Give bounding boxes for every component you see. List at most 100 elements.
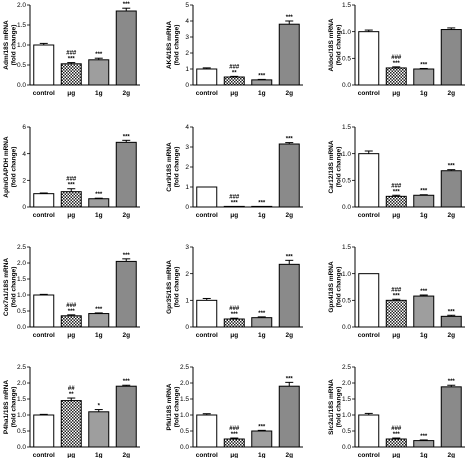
- bar-ug: [60, 315, 82, 328]
- significance-label: ***: [286, 15, 294, 21]
- y-tick-label: 1.5: [17, 276, 26, 283]
- x-tick-label: μg: [67, 212, 75, 219]
- y-tick-label: 2: [22, 178, 26, 185]
- x-tick-label: control: [358, 332, 380, 339]
- y-tick-label: 2.0: [17, 380, 26, 387]
- significance-label: ***: [231, 432, 239, 438]
- y-tick-label: 1.0: [342, 412, 351, 419]
- bar-2g: [115, 10, 137, 86]
- bar-ug: [223, 76, 245, 86]
- y-tick-label: 0.0: [342, 324, 351, 331]
- bar-ug: [223, 205, 245, 208]
- y-axis-label-line: (fold change): [11, 387, 18, 428]
- significance-label: ***: [420, 434, 428, 440]
- bar-control: [358, 31, 380, 86]
- bar-1g: [88, 59, 110, 86]
- y-axis-label-line: Car9/18S mRNA: [166, 142, 173, 192]
- x-tick-label: 1g: [420, 212, 428, 219]
- y-tick-label: 1.5: [342, 2, 351, 9]
- y-axis-label-line: (fold change): [336, 147, 343, 188]
- significance-label: ###: [391, 183, 402, 189]
- y-tick-label: 2.5: [342, 364, 351, 371]
- y-axis-label: Car12/18S mRNA(fold change): [328, 140, 343, 193]
- y-tick-label: 4: [22, 151, 26, 158]
- y-tick-label: 1.0: [17, 412, 26, 419]
- x-tick-label: 1g: [258, 452, 266, 458]
- y-axis-label-line: Slc2a1/18S mRNA: [328, 379, 335, 435]
- bar-ug: [385, 67, 407, 86]
- significance-label: ***: [420, 289, 428, 295]
- y-tick-label: 1.5: [180, 396, 189, 403]
- bar-1g: [413, 440, 435, 448]
- significance-label: ***: [123, 2, 131, 8]
- x-tick-label: 1g: [420, 332, 428, 339]
- y-axis-label-line: Pfkl/18S mRNA: [166, 383, 173, 430]
- y-axis-label-line: (fold change): [174, 147, 181, 188]
- significance-label: ###: [229, 306, 240, 312]
- x-tick-label: 1g: [258, 212, 266, 219]
- x-tick-label: 2g: [122, 332, 130, 339]
- y-axis-label: Slc2a1/18S mRNA(fold change): [328, 379, 343, 435]
- y-tick-label: 0.5: [17, 428, 26, 435]
- y-tick-label: 0: [185, 82, 189, 89]
- y-tick-label: 2.5: [17, 244, 26, 251]
- y-axis-label-line: Gpx4/18S mRNA: [328, 261, 335, 313]
- y-axis-label-line: P4ha1/18S mRNA: [3, 380, 10, 434]
- y-tick-label: 0.5: [17, 308, 26, 315]
- y-axis-label-line: (fold change): [11, 147, 18, 188]
- y-tick-label: 2.5: [180, 364, 189, 371]
- bar-2g: [115, 260, 137, 328]
- bar-control: [33, 414, 55, 448]
- y-tick-label: 0.0: [17, 324, 26, 331]
- x-tick-label: 1g: [420, 452, 428, 458]
- x-tick-label: μg: [230, 90, 238, 97]
- bar-2g: [440, 29, 462, 86]
- x-tick-label: μg: [392, 452, 400, 458]
- y-axis-label: Car9/18S mRNA(fold change): [166, 142, 181, 192]
- y-axis-label-line: Cox7a1/18S mRNA: [3, 258, 10, 316]
- x-tick-label: μg: [67, 452, 75, 458]
- y-tick-label: 1: [185, 298, 189, 305]
- y-tick-label: 3: [185, 144, 189, 151]
- x-tick-label: control: [33, 212, 55, 219]
- bar-ug: [60, 63, 82, 86]
- significance-label: ***: [448, 379, 456, 385]
- bar-ug: [385, 438, 407, 448]
- significance-label: ***: [258, 200, 266, 206]
- y-axis-label: P4ha1/18S mRNA(fold change): [3, 380, 18, 434]
- significance-label: ***: [68, 309, 76, 315]
- bar-control: [196, 186, 218, 208]
- y-axis-label-line: (fold change): [336, 267, 343, 308]
- significance-label: ***: [393, 432, 401, 438]
- y-tick-label: 2.5: [17, 364, 26, 371]
- y-tick-label: 2.0: [17, 2, 26, 9]
- bar-1g: [88, 411, 110, 448]
- x-tick-label: 2g: [122, 452, 130, 458]
- bar-2g: [440, 386, 462, 448]
- significance-label: ***: [68, 57, 76, 63]
- y-tick-label: 4: [185, 124, 189, 131]
- y-axis-label-line: (fold change): [11, 267, 18, 308]
- x-tick-label: 1g: [95, 90, 103, 97]
- y-axis-label-line: (fold change): [11, 25, 18, 66]
- x-tick-label: μg: [392, 332, 400, 339]
- panel-11: Pfkl/18S mRNA(fold change) 0.0 0.5 1.0 1.5 2.…: [166, 364, 303, 458]
- significance-label: ###: [66, 177, 77, 183]
- y-tick-label: 1: [185, 184, 189, 191]
- y-axis-label: AK4/18S mRNA(fold change): [166, 21, 181, 69]
- x-tick-label: μg: [392, 212, 400, 219]
- bar-control: [196, 299, 218, 328]
- bar-control: [33, 44, 55, 86]
- bar-2g: [440, 315, 462, 328]
- y-tick-label: 3: [185, 34, 189, 41]
- significance-label: ###: [229, 64, 240, 70]
- significance-label: ***: [95, 307, 103, 313]
- significance-label: ***: [448, 309, 456, 315]
- x-tick-label: control: [196, 212, 218, 219]
- significance-label: ***: [68, 183, 76, 189]
- y-axis-label: Gpx4/18S mRNA(fold change): [328, 261, 343, 313]
- bar-2g: [278, 143, 300, 208]
- y-axis-label-line: (fold change): [336, 387, 343, 428]
- significance-label: ***: [393, 293, 401, 299]
